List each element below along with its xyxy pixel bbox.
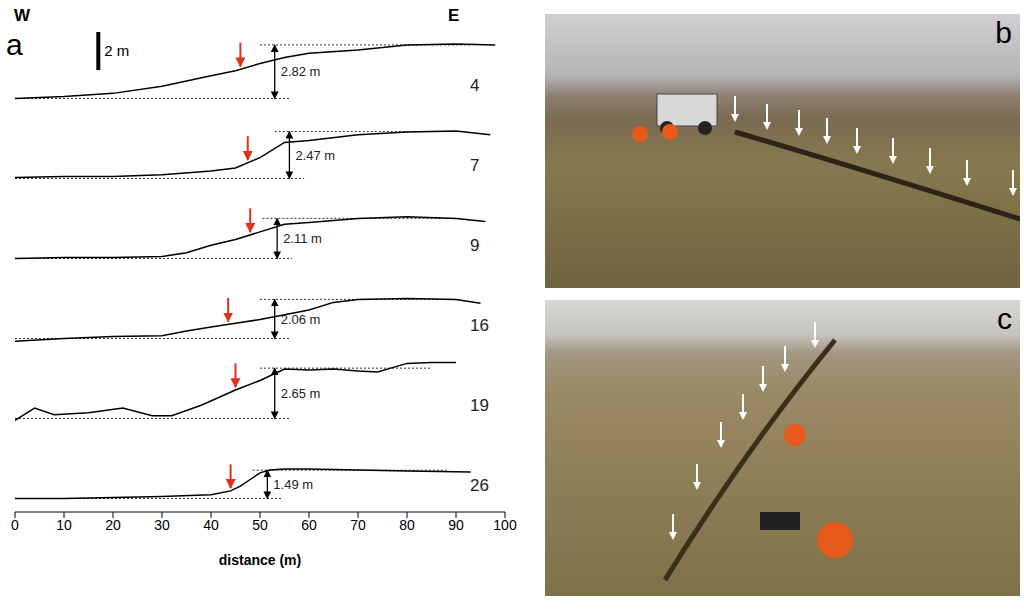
svg-text:2.82 m: 2.82 m: [281, 64, 321, 79]
svg-text:90: 90: [448, 517, 464, 533]
html-text:26: 26: [470, 476, 489, 495]
svg-text:2 m: 2 m: [104, 42, 129, 59]
svg-text:70: 70: [350, 517, 366, 533]
html-text:7: 7: [470, 156, 480, 175]
html-text:19: 19: [470, 396, 489, 415]
html-text:4: 4: [470, 76, 480, 95]
svg-text:2.65 m: 2.65 m: [281, 386, 321, 401]
svg-text:0: 0: [11, 517, 19, 533]
svg-text:1.49 m: 1.49 m: [273, 477, 313, 492]
html-text:c: c: [997, 302, 1012, 335]
html-text:W: W: [14, 6, 30, 25]
svg-text:30: 30: [154, 517, 170, 533]
html-text:b: b: [995, 16, 1012, 49]
svg-text:2.11 m: 2.11 m: [283, 231, 322, 246]
svg-text:2.06 m: 2.06 m: [281, 312, 321, 327]
svg-text:20: 20: [105, 517, 121, 533]
html-text:9: 9: [470, 236, 480, 255]
svg-text:50: 50: [252, 517, 268, 533]
svg-text:2.47 m: 2.47 m: [295, 148, 335, 163]
svg-text:40: 40: [203, 517, 219, 533]
svg-text:distance (m): distance (m): [219, 552, 301, 568]
svg-text:80: 80: [399, 517, 415, 533]
svg-text:60: 60: [301, 517, 317, 533]
svg-text:10: 10: [56, 517, 72, 533]
html-text:16: 16: [470, 316, 489, 335]
svg-text:100: 100: [493, 517, 517, 533]
html-text:E: E: [448, 6, 460, 25]
html-text:a: a: [6, 28, 23, 61]
